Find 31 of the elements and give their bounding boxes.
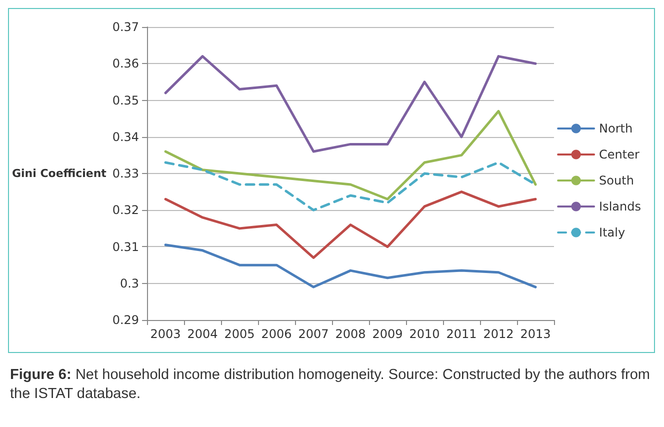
y-tick-label: 0.29	[112, 313, 140, 327]
x-tick-label: 2011	[446, 327, 477, 341]
y-axis-title: Gini Coefficient	[12, 167, 106, 180]
line-series	[164, 110, 537, 200]
x-tick-label: 2004	[187, 327, 218, 341]
x-tick-label: 2012	[483, 327, 514, 341]
line-series	[164, 55, 537, 153]
x-tick-label: 2013	[520, 327, 551, 341]
legend-label: Center	[599, 148, 640, 162]
y-tick-label: 0.31	[112, 240, 140, 254]
y-tick-label: 0.32	[112, 203, 140, 218]
y-tick-label: 0.35	[112, 93, 140, 108]
x-tick-label: 2010	[409, 327, 440, 341]
x-tick-label: 2008	[335, 327, 366, 341]
caption: Figure 6: Net household income distribution homogeneity. Source: Constructed by the authors from the ISTAT database.	[10, 366, 650, 404]
y-tick-label: 0.34	[112, 130, 140, 144]
legend-label: Islands	[599, 200, 641, 214]
y-tick-label: 0.3	[120, 276, 140, 290]
legend-label: South	[599, 174, 634, 188]
line-series	[164, 190, 537, 259]
x-tick-label: 2005	[224, 327, 255, 341]
y-tick-label: 0.37	[112, 20, 140, 34]
x-tick-label: 2003	[150, 327, 181, 341]
legend-label: Italy	[599, 226, 626, 240]
x-tick-label: 2006	[261, 327, 292, 341]
y-tick-label: 0.33	[112, 166, 140, 180]
x-tick-label: 2007	[298, 327, 329, 341]
legend-label: North	[599, 122, 633, 136]
x-tick-label: 2009	[372, 327, 403, 341]
y-tick-label: 0.36	[112, 56, 140, 71]
line-series	[164, 244, 537, 288]
